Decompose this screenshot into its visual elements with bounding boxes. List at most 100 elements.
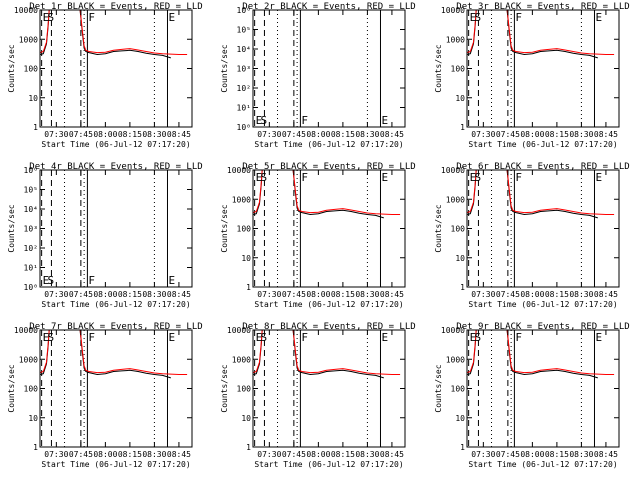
x-tick-label: 08:00 (520, 450, 544, 459)
x-tick-label: 08:00 (93, 450, 117, 459)
segment-marker-label: E (470, 171, 477, 184)
chart-title: Det 6r BLACK = Events, RED = LLD (456, 162, 629, 172)
segment-marker-label: S (48, 11, 55, 24)
x-tick-label: 08:45 (594, 450, 618, 459)
chart-title: Det 1r BLACK = Events, RED = LLD (29, 2, 202, 12)
events-series-line (467, 330, 598, 379)
plot-frame (252, 9, 406, 128)
y-tick-label: 1 (33, 443, 38, 452)
y-axis-label: Counts/sec (434, 44, 443, 92)
y-axis-label: Counts/sec (7, 44, 16, 92)
segment-marker-label: E (256, 114, 263, 127)
segment-marker-label: E (168, 331, 175, 344)
y-tick-label: 1 (460, 283, 465, 292)
x-tick-label: 07:30 (471, 450, 495, 459)
x-tick-label: 08:15 (545, 450, 569, 459)
x-axis-label: Start Time (06-Jul-12 07:17:20) (254, 140, 403, 149)
x-axis-label: Start Time (06-Jul-12 07:17:20) (468, 460, 617, 469)
events-series-line (467, 170, 598, 219)
x-tick-label: 07:30 (471, 290, 495, 299)
events-series-line (40, 330, 171, 379)
y-tick-label: 10000 (441, 326, 465, 335)
chart-title: Det 7r BLACK = Events, RED = LLD (29, 322, 202, 332)
segment-marker-label: F (301, 331, 308, 344)
events-series-line (467, 10, 598, 59)
segment-marker-label: F (301, 114, 308, 127)
y-tick-label: 10⁵ (24, 186, 38, 195)
y-tick-label: 10⁴ (237, 45, 251, 54)
y-tick-label: 10 (28, 94, 38, 103)
plot-frame (466, 169, 620, 288)
x-tick-label: 08:00 (93, 290, 117, 299)
x-tick-label: 07:45 (69, 130, 93, 139)
lld-series-line (253, 330, 401, 375)
x-tick-label: 08:00 (520, 290, 544, 299)
plot-frame (39, 169, 193, 288)
x-tick-label: 08:45 (380, 450, 404, 459)
y-tick-label: 1000 (19, 355, 38, 364)
y-tick-label: 1 (33, 123, 38, 132)
y-tick-label: 100 (451, 65, 466, 74)
plot-frame (466, 9, 620, 128)
x-tick-label: 07:45 (496, 290, 520, 299)
x-tick-label: 08:00 (306, 450, 330, 459)
segment-marker-label: E (595, 11, 602, 24)
x-tick-label: 08:15 (118, 130, 142, 139)
lld-series-line (467, 10, 615, 55)
lld-series-line (467, 170, 615, 215)
chart-title: Det 9r BLACK = Events, RED = LLD (456, 322, 629, 332)
events-series-line (253, 330, 384, 379)
y-tick-label: 10⁵ (237, 26, 251, 35)
segment-marker-label: E (381, 171, 388, 184)
x-tick-label: 08:15 (331, 450, 355, 459)
plot-frame (466, 329, 620, 448)
y-tick-label: 10 (241, 414, 251, 423)
events-series-line (253, 170, 384, 219)
x-tick-label: 08:45 (380, 290, 404, 299)
events-series-line (40, 10, 171, 59)
chart-title: Det 5r BLACK = Events, RED = LLD (242, 162, 415, 172)
x-tick-label: 08:15 (545, 130, 569, 139)
y-tick-label: 10000 (227, 166, 251, 175)
x-tick-label: 08:45 (380, 130, 404, 139)
segment-marker-label: E (256, 171, 263, 184)
plot-frame (252, 169, 406, 288)
segment-marker-label: E (168, 11, 175, 24)
plot-frame (39, 9, 193, 128)
x-tick-label: 07:30 (44, 290, 68, 299)
y-tick-label: 100 (24, 385, 39, 394)
x-tick-label: 07:30 (257, 130, 281, 139)
y-axis-label: Counts/sec (7, 364, 16, 412)
y-tick-label: 10 (455, 94, 465, 103)
x-tick-label: 08:00 (306, 130, 330, 139)
y-tick-label: 10 (455, 254, 465, 263)
x-tick-label: 07:45 (496, 450, 520, 459)
x-tick-label: 07:45 (282, 450, 306, 459)
y-tick-label: 100 (237, 225, 252, 234)
x-tick-label: 07:30 (257, 450, 281, 459)
segment-marker-label: E (470, 331, 477, 344)
y-tick-label: 1000 (19, 35, 38, 44)
segment-marker-label: E (381, 114, 388, 127)
y-tick-label: 10³ (237, 65, 251, 74)
y-tick-label: 1000 (232, 355, 251, 364)
lld-series-line (40, 330, 188, 375)
segment-marker-label: E (43, 274, 50, 287)
x-tick-label: 07:45 (496, 130, 520, 139)
segment-marker-label: F (515, 171, 522, 184)
y-tick-label: 100 (237, 385, 252, 394)
segment-marker-label: F (88, 331, 95, 344)
segment-marker-label: F (515, 11, 522, 24)
segment-marker-label: S (261, 114, 268, 127)
segment-marker-label: E (43, 331, 50, 344)
y-axis-label: Counts/sec (220, 204, 229, 252)
y-tick-label: 10000 (14, 6, 38, 15)
